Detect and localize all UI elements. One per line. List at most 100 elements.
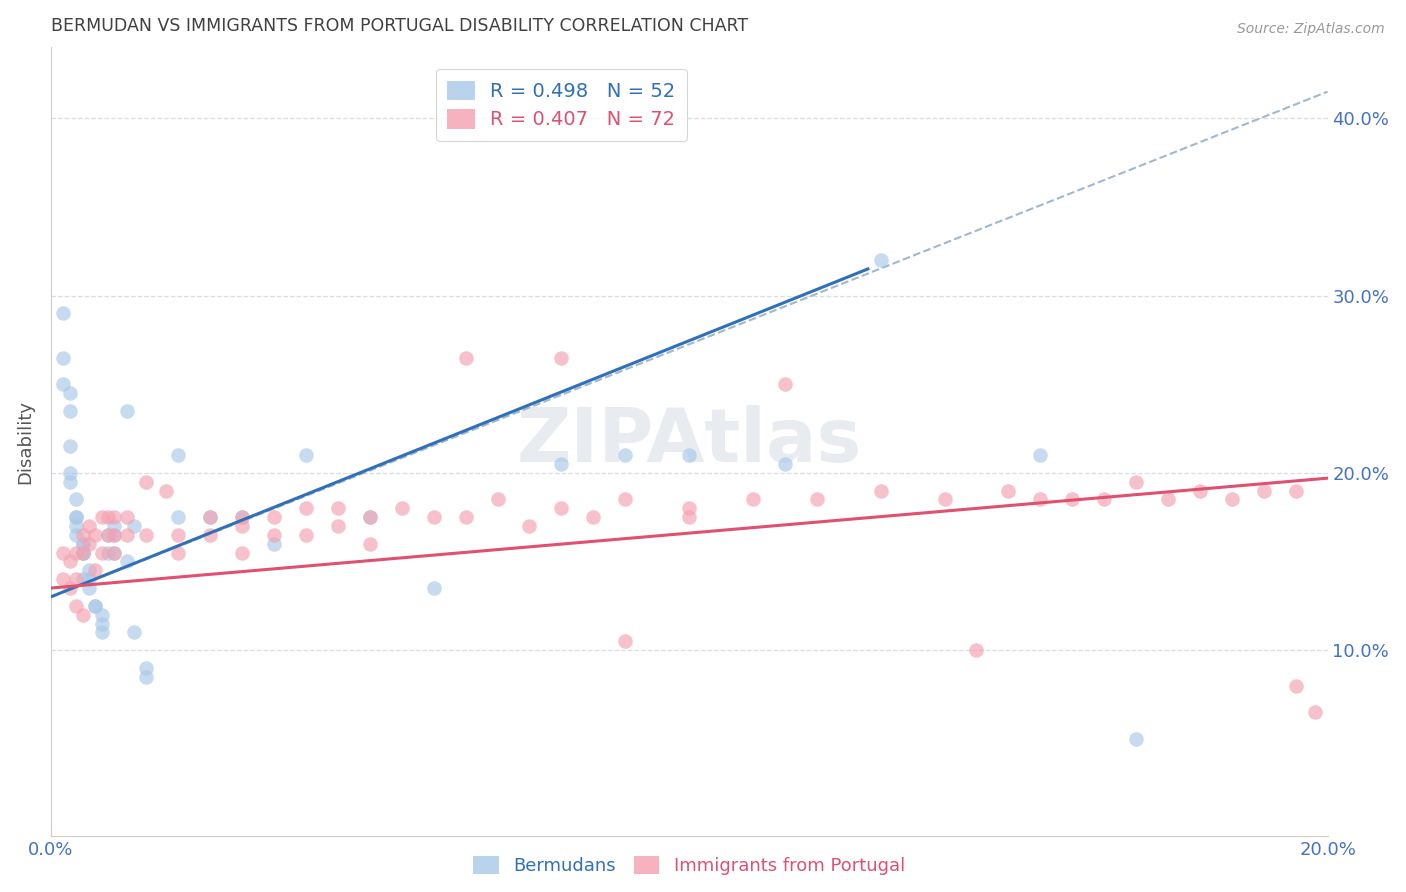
Point xyxy=(65,599,87,613)
Point xyxy=(742,492,765,507)
Point xyxy=(263,537,285,551)
Point xyxy=(72,537,94,551)
Point xyxy=(52,572,75,586)
Point xyxy=(117,404,139,418)
Point xyxy=(52,546,75,560)
Point xyxy=(1029,492,1052,507)
Point xyxy=(65,519,87,533)
Point xyxy=(231,510,253,524)
Point xyxy=(263,528,285,542)
Point xyxy=(1220,492,1243,507)
Point xyxy=(122,519,145,533)
Point xyxy=(454,351,477,365)
Point xyxy=(84,563,107,577)
Point xyxy=(167,546,190,560)
Point xyxy=(77,519,100,533)
Point xyxy=(65,510,87,524)
Point xyxy=(422,510,444,524)
Point xyxy=(1029,448,1052,462)
Point xyxy=(167,448,190,462)
Point xyxy=(519,519,541,533)
Point xyxy=(103,528,125,542)
Point xyxy=(77,563,100,577)
Point xyxy=(97,546,120,560)
Point xyxy=(77,537,100,551)
Point xyxy=(1125,731,1147,746)
Point xyxy=(359,510,381,524)
Point xyxy=(77,581,100,595)
Point xyxy=(135,475,157,489)
Point xyxy=(1092,492,1115,507)
Point xyxy=(454,510,477,524)
Point xyxy=(97,528,120,542)
Point xyxy=(1157,492,1180,507)
Point xyxy=(359,537,381,551)
Point xyxy=(965,643,987,657)
Text: Source: ZipAtlas.com: Source: ZipAtlas.com xyxy=(1237,22,1385,37)
Point xyxy=(52,306,75,320)
Point xyxy=(72,607,94,622)
Point xyxy=(90,616,112,631)
Point xyxy=(231,510,253,524)
Point xyxy=(326,501,349,516)
Point xyxy=(806,492,828,507)
Point xyxy=(295,501,318,516)
Point xyxy=(263,510,285,524)
Point xyxy=(678,448,700,462)
Text: ZIPAtlas: ZIPAtlas xyxy=(516,405,862,478)
Point xyxy=(135,661,157,675)
Point xyxy=(391,501,413,516)
Point xyxy=(117,554,139,568)
Point xyxy=(869,483,891,498)
Point xyxy=(59,581,82,595)
Point xyxy=(59,466,82,480)
Point xyxy=(200,528,222,542)
Point xyxy=(295,528,318,542)
Point xyxy=(84,599,107,613)
Point xyxy=(97,528,120,542)
Point xyxy=(678,501,700,516)
Point xyxy=(77,572,100,586)
Point xyxy=(72,537,94,551)
Point xyxy=(84,528,107,542)
Point xyxy=(103,528,125,542)
Point xyxy=(773,457,796,471)
Point xyxy=(167,528,190,542)
Point xyxy=(117,510,139,524)
Point xyxy=(231,519,253,533)
Point xyxy=(52,351,75,365)
Legend: Bermudans, Immigrants from Portugal: Bermudans, Immigrants from Portugal xyxy=(467,848,912,882)
Point xyxy=(103,546,125,560)
Point xyxy=(90,607,112,622)
Point xyxy=(997,483,1019,498)
Point xyxy=(1253,483,1275,498)
Point xyxy=(200,510,222,524)
Point xyxy=(135,670,157,684)
Point xyxy=(1062,492,1084,507)
Point xyxy=(614,492,637,507)
Point xyxy=(231,546,253,560)
Point xyxy=(90,625,112,640)
Point xyxy=(614,448,637,462)
Point xyxy=(1303,705,1326,719)
Point xyxy=(65,546,87,560)
Point xyxy=(59,475,82,489)
Point xyxy=(295,448,318,462)
Point xyxy=(486,492,509,507)
Point xyxy=(59,439,82,453)
Point xyxy=(1188,483,1211,498)
Point xyxy=(65,528,87,542)
Point xyxy=(72,572,94,586)
Point xyxy=(72,546,94,560)
Point xyxy=(52,377,75,392)
Point xyxy=(934,492,956,507)
Point xyxy=(773,377,796,392)
Point xyxy=(103,519,125,533)
Point xyxy=(422,581,444,595)
Point xyxy=(614,634,637,648)
Point xyxy=(103,510,125,524)
Text: BERMUDAN VS IMMIGRANTS FROM PORTUGAL DISABILITY CORRELATION CHART: BERMUDAN VS IMMIGRANTS FROM PORTUGAL DIS… xyxy=(51,17,748,35)
Point xyxy=(582,510,605,524)
Point xyxy=(550,501,572,516)
Point xyxy=(1125,475,1147,489)
